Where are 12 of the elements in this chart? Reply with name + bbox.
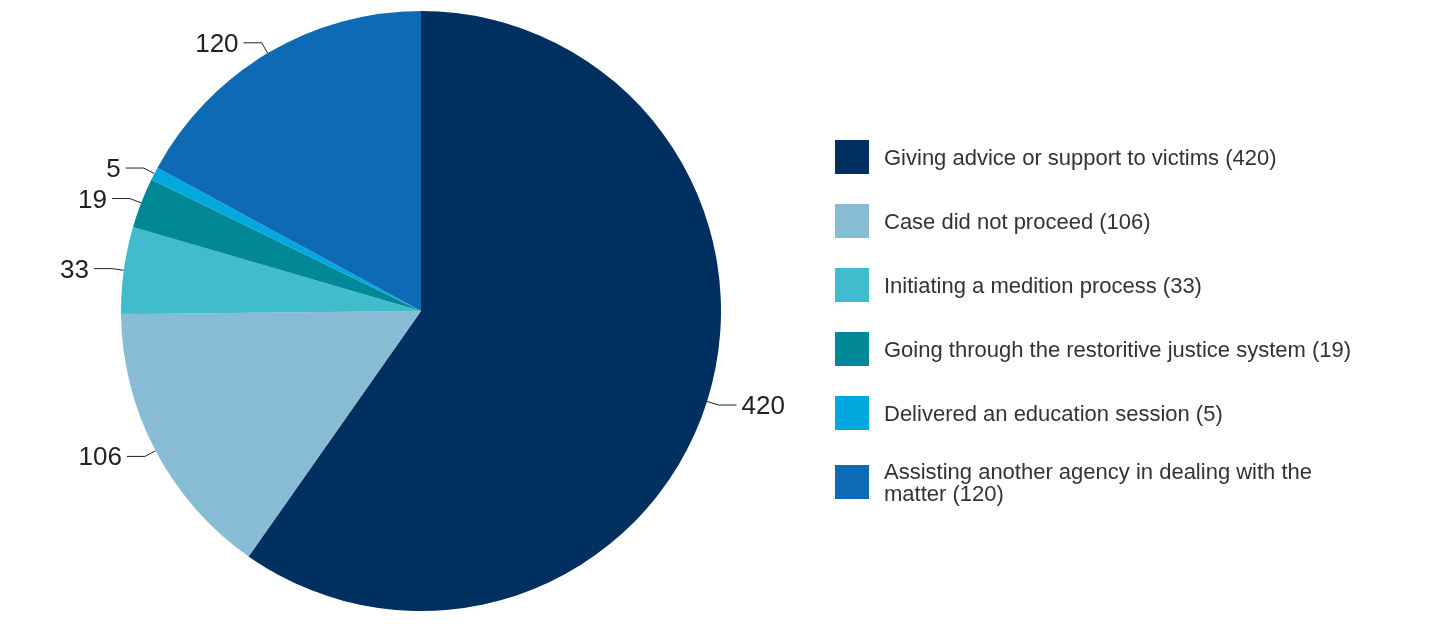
data-label: 19 <box>78 183 107 214</box>
legend-label: Giving advice or support to victims (420) <box>884 144 1277 170</box>
legend-label: Case did not proceed (106) <box>884 208 1151 234</box>
legend-label: Delivered an education session (5) <box>884 400 1223 426</box>
data-label: 106 <box>78 441 122 472</box>
legend-label: Assisting another agency in dealing with the matter (120) <box>884 458 1319 506</box>
legend-label: Initiating a medition process (33) <box>884 272 1202 298</box>
data-label: 5 <box>106 153 121 184</box>
data-label: 120 <box>195 27 239 58</box>
data-label: 420 <box>741 390 785 421</box>
legend-label: Going through the restoritive justice system (19) <box>884 336 1352 362</box>
data-label: 33 <box>59 253 89 284</box>
